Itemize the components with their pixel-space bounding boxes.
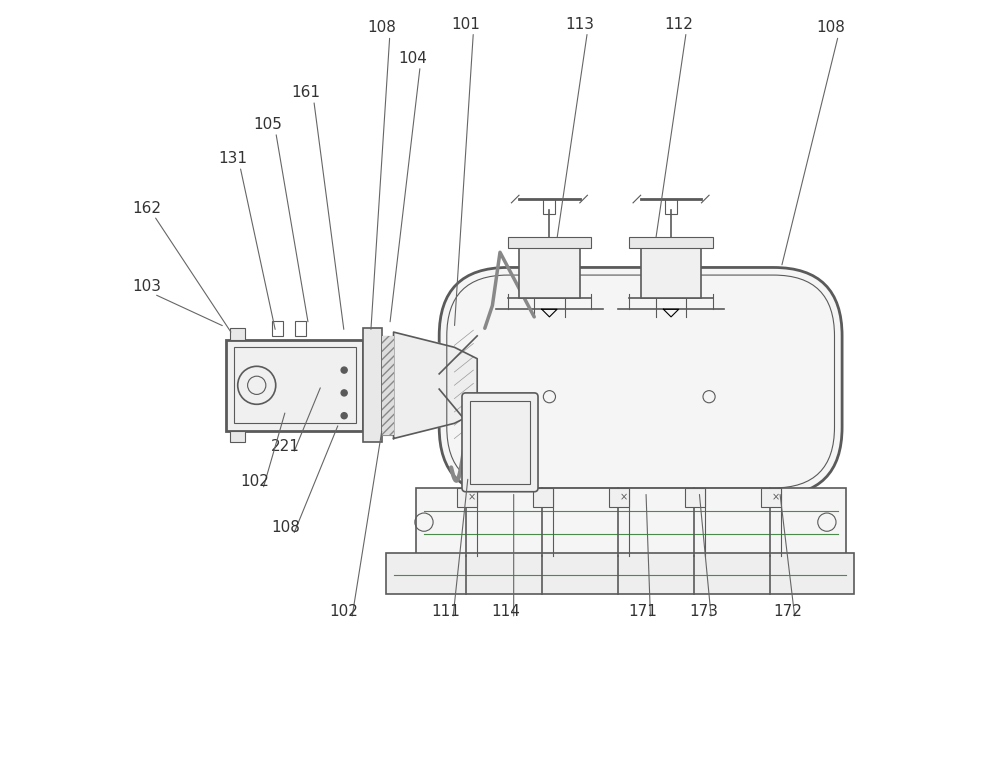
Text: 108: 108 [368,21,397,36]
Bar [363,328,382,443]
Text: 162: 162 [132,201,161,216]
Text: ×: × [772,492,780,502]
Text: 108: 108 [271,520,300,535]
Bar [295,320,306,336]
Text: 171: 171 [628,604,657,619]
Bar [226,340,363,431]
Text: 104: 104 [398,51,427,66]
Bar [457,488,477,507]
Circle shape [341,367,347,373]
Polygon shape [542,309,557,317]
Bar [665,199,677,214]
FancyBboxPatch shape [462,393,538,491]
Bar [761,488,781,507]
Bar [382,336,394,435]
Text: 161: 161 [292,85,321,100]
Polygon shape [663,309,679,317]
Text: 221: 221 [271,439,300,454]
Text: 114: 114 [492,604,521,619]
Bar [533,488,553,507]
Text: 108: 108 [816,21,845,36]
Bar [641,245,701,298]
Text: 112: 112 [664,17,693,32]
Bar [272,320,283,336]
Bar [230,328,245,340]
Bar [382,336,394,435]
Circle shape [341,413,347,419]
Bar [629,237,713,249]
Text: 111: 111 [431,604,460,619]
Circle shape [341,390,347,396]
Bar [494,420,506,431]
Bar [234,347,356,423]
Polygon shape [755,488,770,495]
Bar [230,431,245,443]
Text: 172: 172 [773,604,802,619]
Bar [609,488,629,507]
Text: 103: 103 [132,279,161,294]
Bar [685,488,705,507]
Text: 101: 101 [451,17,480,32]
Bar [470,401,530,485]
Text: 102: 102 [241,475,270,489]
Bar [386,552,854,594]
Bar [543,199,555,214]
Bar [519,245,580,298]
Text: 102: 102 [330,604,359,619]
Text: ×: × [620,492,628,502]
Polygon shape [394,332,477,439]
FancyBboxPatch shape [439,268,842,495]
Text: 105: 105 [254,117,283,132]
Text: 113: 113 [565,17,594,32]
Text: 131: 131 [218,151,247,166]
Bar [508,237,591,249]
Text: 173: 173 [689,604,718,619]
Bar [416,488,846,556]
Text: ×: × [468,492,476,502]
Polygon shape [489,488,504,495]
